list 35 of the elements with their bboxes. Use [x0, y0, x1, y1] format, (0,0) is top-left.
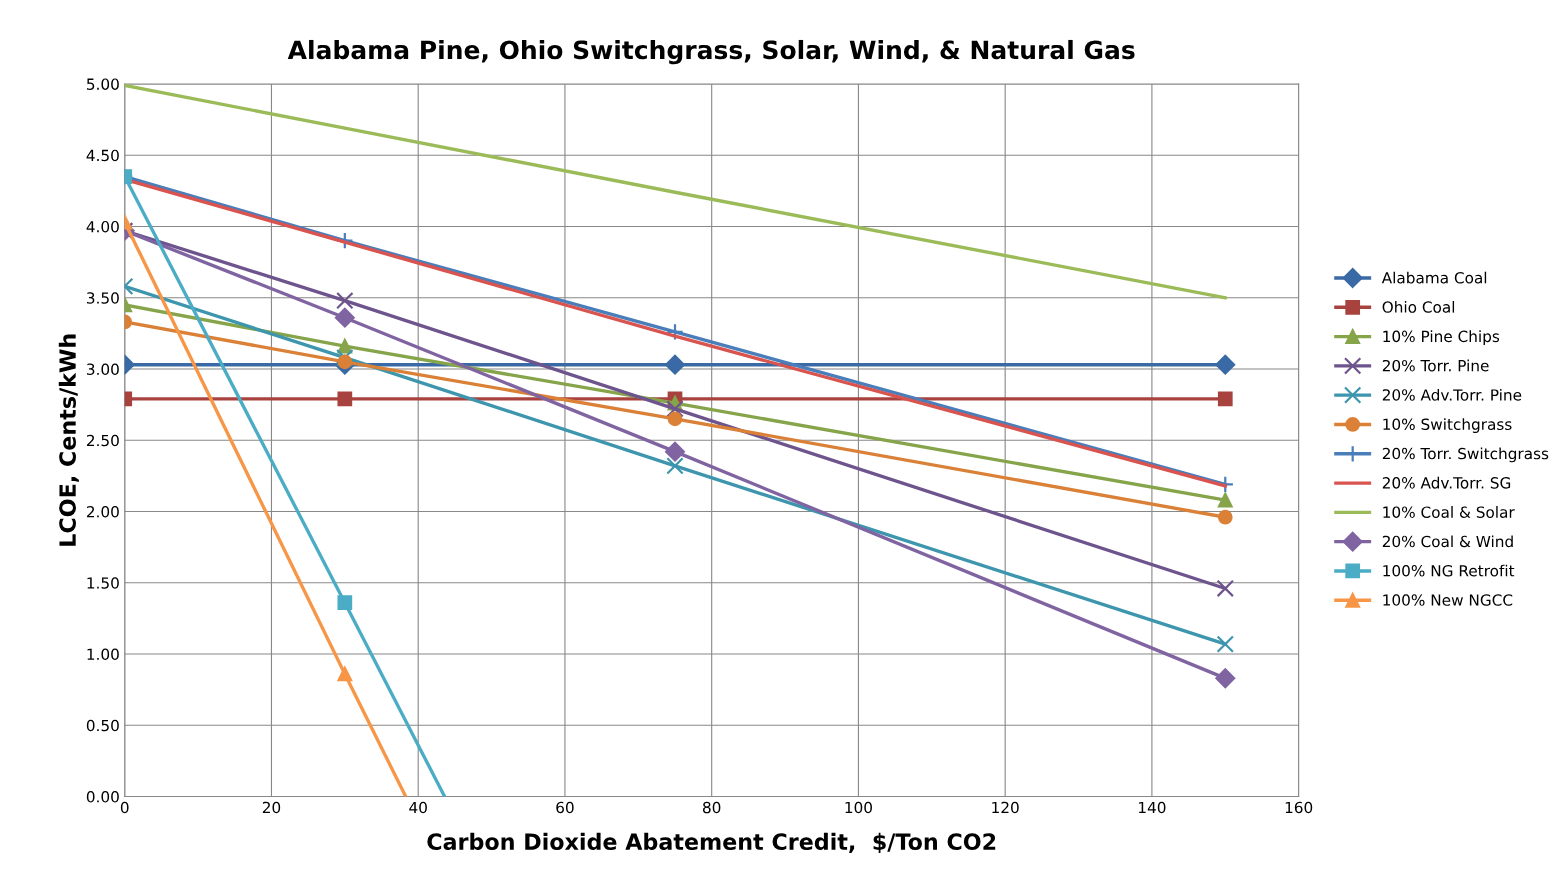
- y-tick-label: 2.50: [86, 434, 119, 447]
- x-tick-label: 100: [845, 801, 872, 814]
- x-tick-label: 40: [409, 801, 427, 814]
- y-axis-title: LCOE, Cents/kWh: [58, 334, 79, 546]
- legend-label: 20% Torr. Switchgrass: [1382, 447, 1549, 463]
- x-tick-label: 60: [556, 801, 574, 814]
- x-tick-label: 80: [703, 801, 721, 814]
- y-tick-label: 2.00: [86, 505, 119, 518]
- y-tick-label: 1.00: [87, 648, 119, 661]
- legend-label: 100% New NGCC: [1383, 594, 1513, 606]
- y-tick-label: 0.00: [86, 791, 119, 803]
- x-tick-label: 20: [262, 801, 281, 814]
- legend-label: 10% Pine Chips: [1383, 330, 1500, 346]
- legend-label: 100% NG Retrofit: [1383, 564, 1515, 577]
- y-tick-label: 0.50: [86, 719, 119, 732]
- y-tick-label: 3.50: [87, 292, 119, 304]
- legend-label: 10% Switchgrass: [1383, 418, 1512, 433]
- y-tick-label: 4.50: [86, 149, 119, 162]
- chart-title: Alabama Pine, Ohio Switchgrass, Solar, Wind, & Natural Gas: [287, 39, 1135, 65]
- legend-label: Alabama Coal: [1381, 271, 1487, 284]
- legend-label: 20% Adv.Torr. Pine: [1382, 388, 1522, 401]
- legend-label: 20% Coal & Wind: [1382, 535, 1513, 548]
- x-tick-label: 160: [1285, 801, 1313, 814]
- legend-label: Ohio Coal: [1382, 301, 1455, 313]
- legend-label: 10% Coal & Solar: [1383, 506, 1515, 518]
- legend-label: 20% Adv.Torr. SG: [1382, 476, 1511, 489]
- y-tick-label: 5.00: [87, 78, 119, 90]
- x-tick-label: 0: [120, 801, 129, 814]
- y-tick-label: 1.50: [87, 577, 119, 589]
- y-tick-label: 3.00: [87, 363, 119, 376]
- y-tick-label: 4.00: [86, 220, 119, 233]
- legend-label: 20% Torr. Pine: [1382, 359, 1489, 372]
- x-tick-label: 120: [992, 801, 1019, 814]
- x-axis-title: Carbon Dioxide Abatement Credit, $/Ton CO2: [427, 832, 996, 854]
- x-tick-label: 140: [1139, 801, 1166, 814]
